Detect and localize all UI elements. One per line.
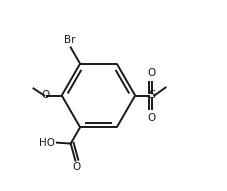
Text: Br: Br: [64, 35, 76, 45]
Text: O: O: [148, 113, 156, 123]
Text: O: O: [72, 162, 80, 172]
Text: O: O: [42, 91, 50, 100]
Text: O: O: [148, 68, 156, 78]
Text: S: S: [148, 91, 155, 100]
Text: HO: HO: [39, 138, 55, 148]
